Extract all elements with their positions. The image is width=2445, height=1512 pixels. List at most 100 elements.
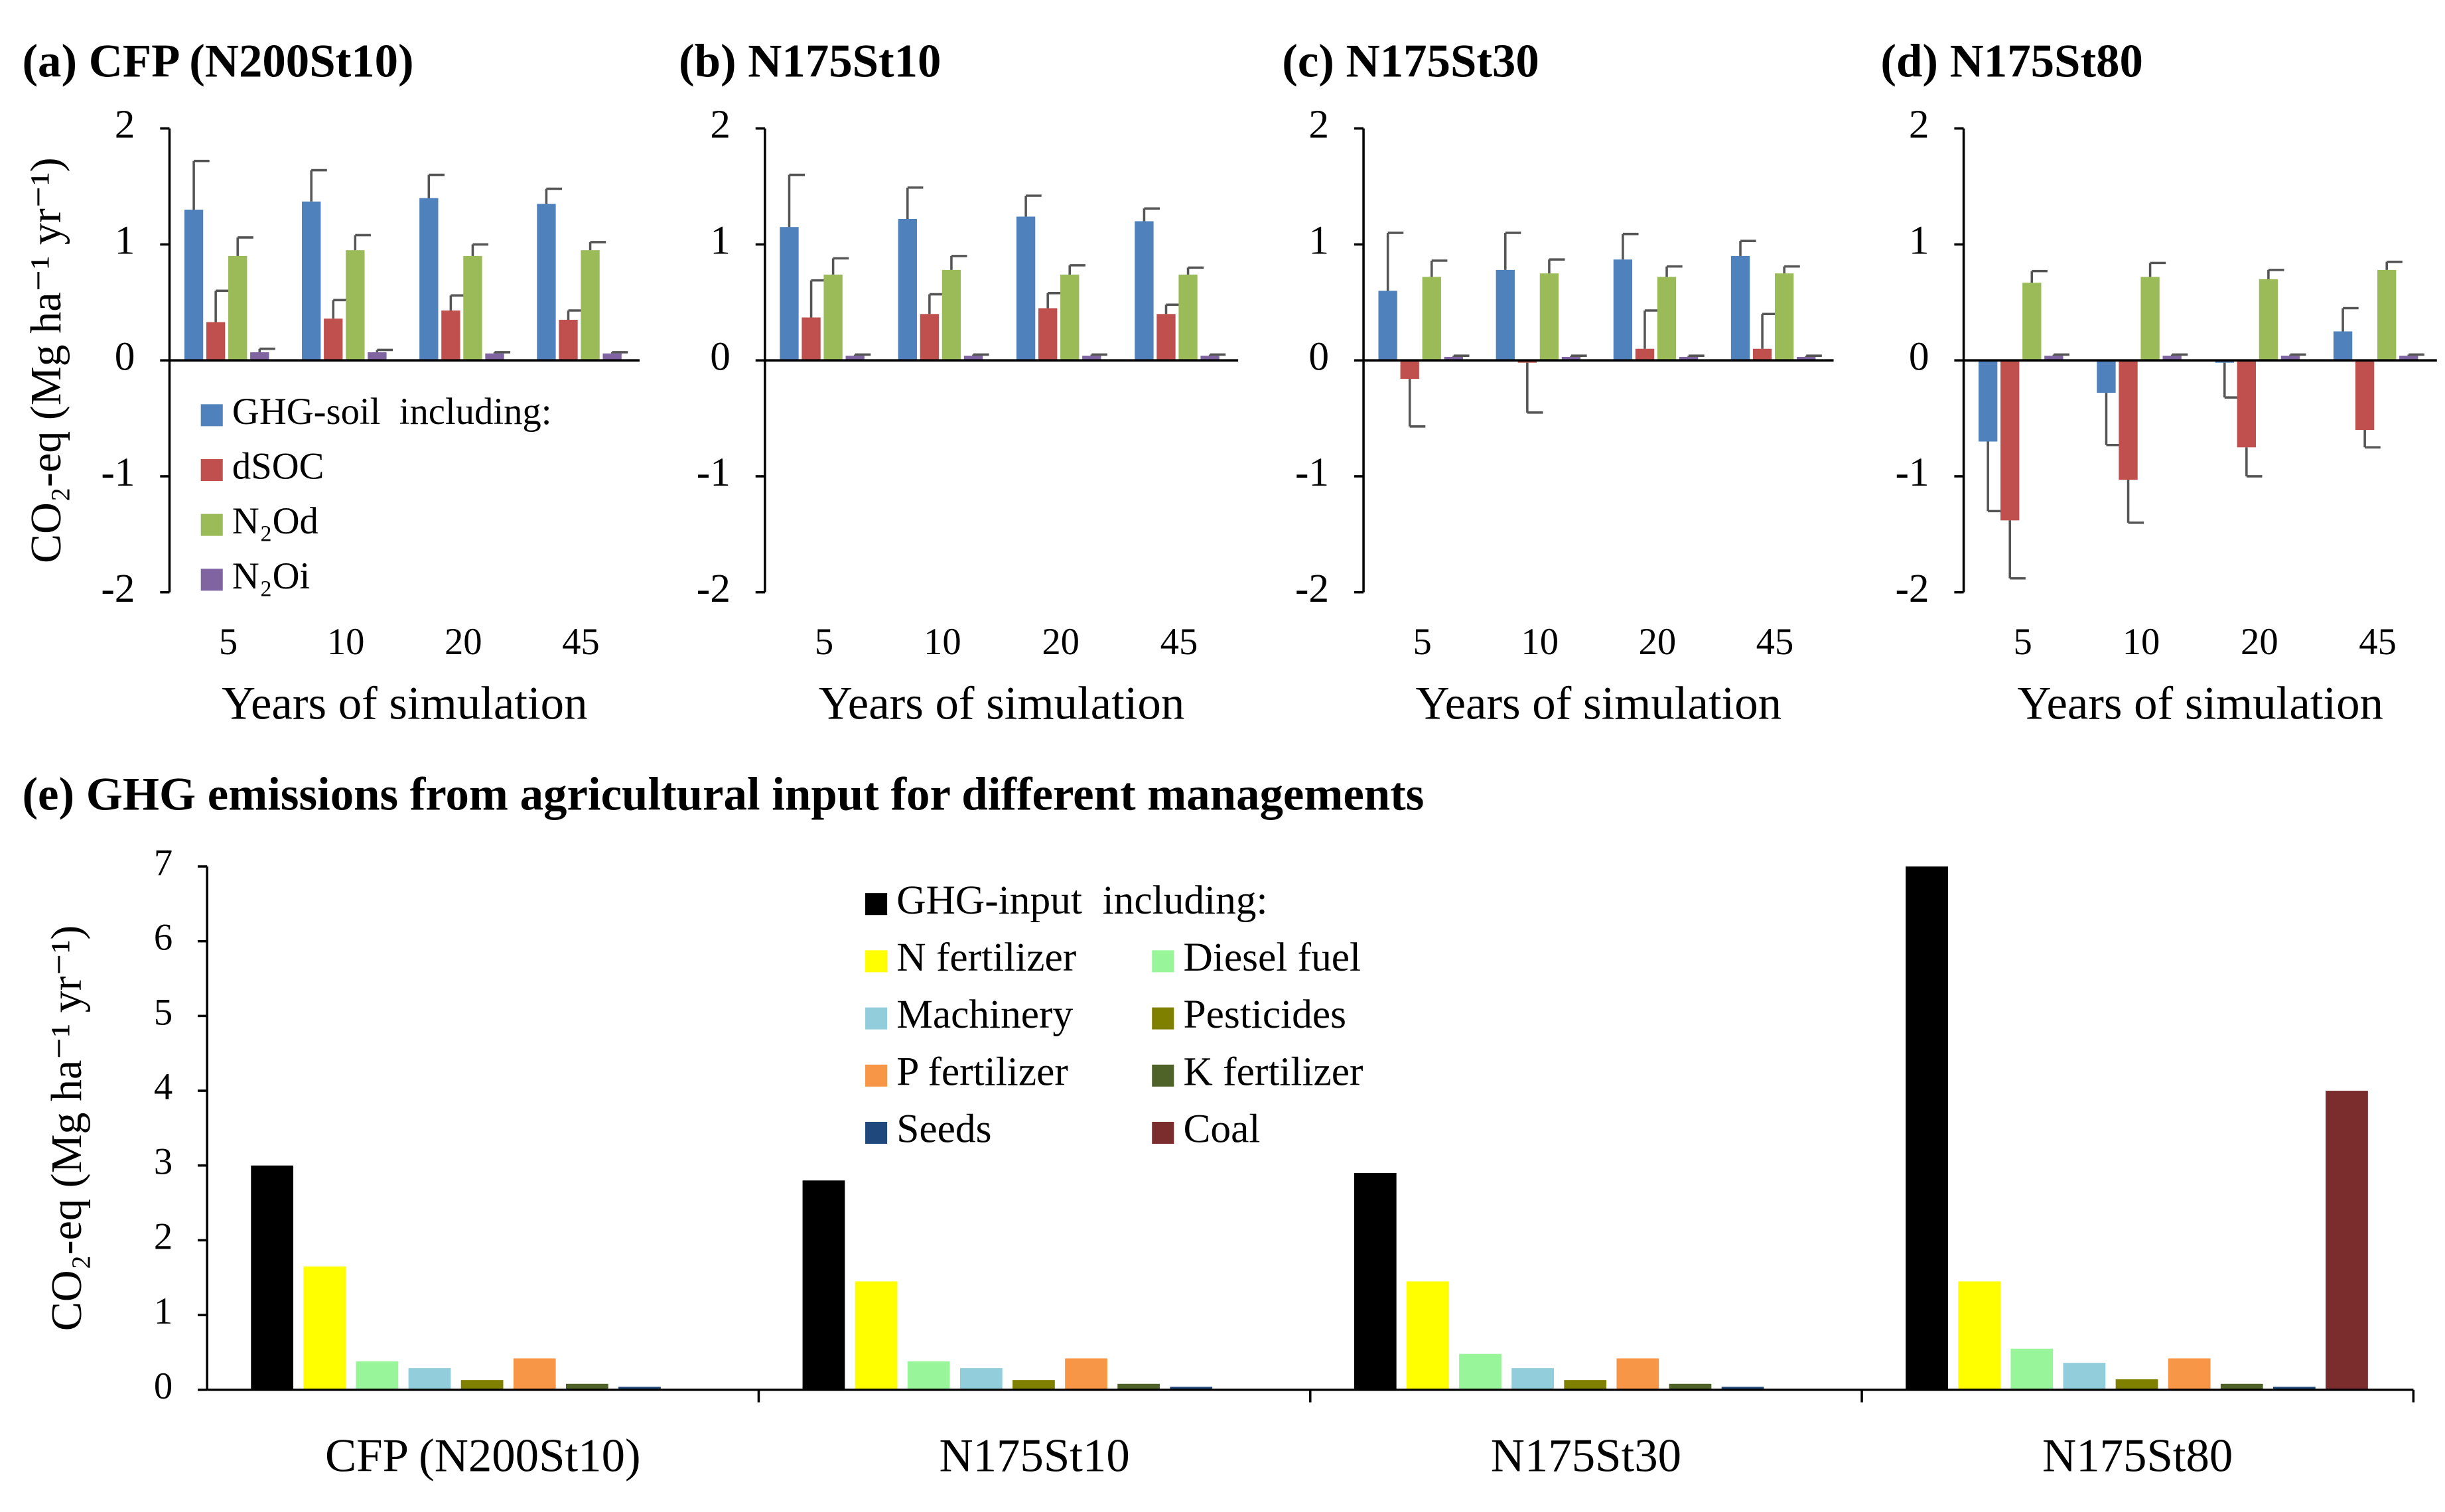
- bar: [963, 356, 983, 361]
- y-tick-label: -1: [1895, 450, 1929, 495]
- bar: [346, 250, 365, 361]
- x-axis-label: Years of simulation: [2017, 678, 2383, 730]
- bar: [1065, 1358, 1107, 1390]
- bar: [1378, 291, 1397, 361]
- x-tick-label: N175St80: [2042, 1430, 2233, 1481]
- y-tick-label: 2: [710, 102, 731, 147]
- bar: [1669, 1383, 1712, 1390]
- bar: [250, 352, 269, 361]
- x-tick-label: 10: [2123, 622, 2160, 663]
- bar: [1400, 360, 1419, 379]
- bar: [184, 209, 204, 361]
- legend-label: P fertilizer: [896, 1049, 1068, 1094]
- bar: [780, 227, 799, 361]
- x-tick-label: 10: [924, 622, 961, 663]
- y-tick-label: -2: [697, 566, 731, 611]
- bar: [2272, 1387, 2316, 1390]
- bar: [845, 356, 865, 361]
- legend-swatch: [865, 950, 888, 973]
- y-tick-label: 0: [1909, 334, 1929, 379]
- bar: [2063, 1363, 2106, 1390]
- x-tick-label: N175St30: [1491, 1430, 1681, 1481]
- y-axis-label: CO₂-eq (Mg ha⁻¹ yr⁻¹): [42, 926, 91, 1332]
- y-tick-label: 3: [154, 1142, 173, 1183]
- x-axis-label: Years of simulation: [1416, 678, 1782, 730]
- chart-title: (b) N175St10: [679, 35, 941, 87]
- bar: [1406, 1281, 1449, 1390]
- bar: [1906, 866, 1948, 1390]
- bar: [1038, 308, 1058, 361]
- bar: [1170, 1387, 1213, 1390]
- y-tick-label: -2: [1895, 566, 1929, 611]
- bar: [1613, 259, 1633, 361]
- bar: [2280, 356, 2300, 361]
- bar: [1635, 348, 1655, 361]
- y-tick-label: 1: [115, 218, 135, 263]
- bar: [2333, 331, 2353, 361]
- x-tick-label: 45: [1160, 622, 1198, 663]
- bar: [303, 1266, 346, 1390]
- bar: [1797, 356, 1816, 361]
- bar: [1616, 1358, 1659, 1390]
- y-tick-label: 0: [154, 1366, 173, 1407]
- bar: [1060, 274, 1080, 361]
- y-tick-label: 0: [115, 334, 135, 379]
- bar: [802, 317, 821, 361]
- legend-swatch: [1152, 1007, 1174, 1030]
- x-tick-label: 45: [2359, 622, 2397, 663]
- y-tick-label: -1: [101, 450, 135, 495]
- bar: [920, 314, 940, 361]
- legend-label: K fertilizer: [1183, 1049, 1363, 1094]
- bar: [1156, 314, 1176, 361]
- y-tick-label: 1: [1308, 218, 1329, 263]
- x-axis-label: Years of simulation: [819, 678, 1185, 730]
- legend-swatch: [1152, 1121, 1174, 1144]
- x-tick-label: 45: [562, 622, 600, 663]
- y-tick-label: 1: [1909, 218, 1929, 263]
- bar: [1679, 356, 1699, 361]
- bar: [2044, 356, 2063, 361]
- bar: [618, 1387, 661, 1390]
- legend-swatch: [200, 514, 223, 536]
- y-tick-label: -1: [697, 450, 731, 495]
- bar: [513, 1358, 556, 1390]
- y-tick-label: 6: [154, 918, 173, 959]
- legend-swatch: [1152, 1064, 1174, 1087]
- bar: [1979, 360, 1998, 442]
- legend-swatch: [1152, 950, 1174, 973]
- bar: [1082, 356, 1101, 361]
- bar: [1774, 273, 1794, 361]
- legend-swatch: [200, 569, 223, 591]
- bar: [1016, 216, 1036, 361]
- bar: [2022, 283, 2042, 361]
- bar: [942, 269, 961, 361]
- bar: [251, 1165, 294, 1390]
- bar: [1200, 356, 1220, 361]
- y-tick-label: -2: [101, 566, 135, 611]
- bar: [2119, 360, 2138, 480]
- bar: [2259, 279, 2278, 361]
- legend-swatch: [200, 458, 223, 482]
- legend-label: N₂Od: [232, 501, 318, 542]
- bar: [1178, 274, 1198, 361]
- bar: [2377, 269, 2397, 361]
- y-tick-label: 2: [115, 102, 135, 147]
- bar: [907, 1361, 950, 1390]
- bar: [463, 255, 482, 361]
- chart-title: (c) N175St30: [1282, 35, 1539, 87]
- bar: [1511, 1368, 1554, 1390]
- x-tick-label: 5: [815, 622, 833, 663]
- bar: [408, 1368, 451, 1390]
- y-tick-label: 1: [154, 1291, 173, 1332]
- bar: [441, 310, 460, 361]
- bar: [1496, 269, 1515, 361]
- x-tick-label: 10: [1521, 622, 1559, 663]
- bar: [228, 255, 247, 361]
- bar: [1354, 1173, 1397, 1390]
- legend-label: Diesel fuel: [1183, 935, 1361, 980]
- bar: [2237, 360, 2257, 448]
- x-tick-label: 5: [2014, 622, 2032, 663]
- bar: [1657, 277, 1677, 361]
